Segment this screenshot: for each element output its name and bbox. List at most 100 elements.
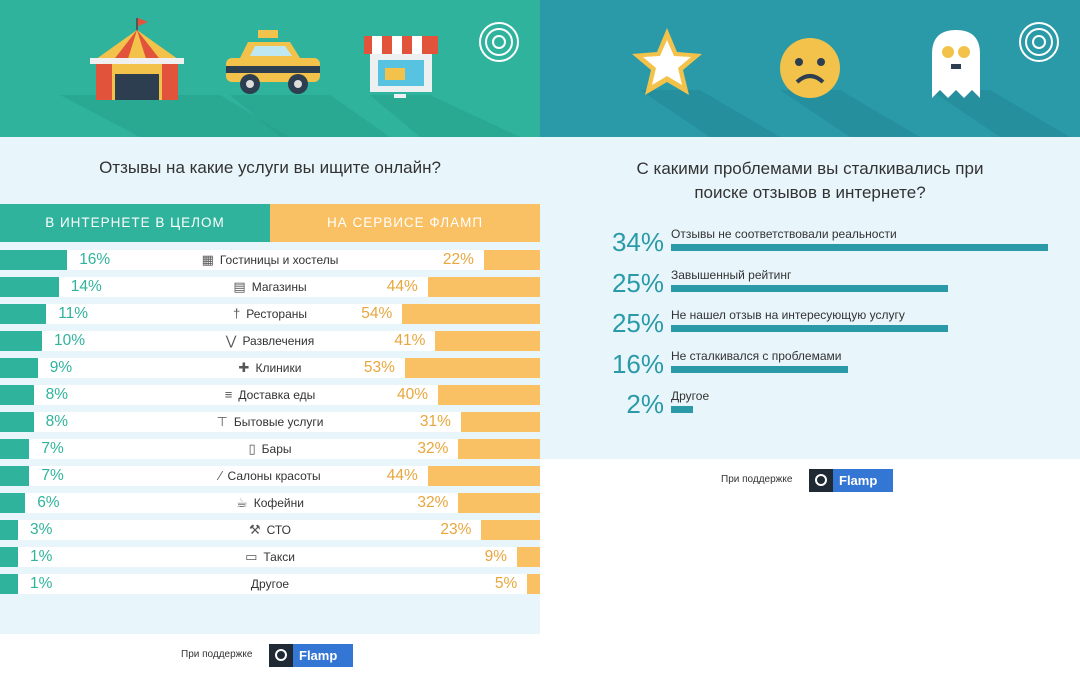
ghost-icon — [932, 30, 980, 98]
value-label-internet: 3% — [30, 521, 53, 538]
category-text: Развлечения — [242, 334, 315, 348]
problem-bar — [671, 406, 694, 413]
problem-label: Другое — [671, 389, 710, 403]
chart-row: 14% 44% ▤ Магазины — [0, 277, 540, 297]
bar-internet — [0, 358, 38, 378]
category-label: ☕ Кофейни — [165, 493, 375, 513]
flamp-logo[interactable]: Flamp — [269, 644, 353, 667]
value-label-internet: 14% — [70, 278, 102, 295]
value-label-internet: 7% — [41, 467, 64, 484]
bar-internet — [0, 385, 34, 405]
left-panel: Отзывы на какие услуги вы ищите онлайн? … — [0, 0, 540, 667]
value-label-internet: 10% — [54, 332, 86, 349]
flamp-logo-icon — [809, 469, 833, 492]
store-icon: ▤ — [233, 279, 246, 294]
category-label: ⋁ Развлечения — [165, 331, 375, 351]
category-label: ✚ Клиники — [165, 358, 375, 378]
target-icon — [479, 22, 519, 62]
medical-cross-icon: ✚ — [238, 360, 250, 375]
bar-flamp — [481, 520, 540, 540]
bar-internet — [0, 547, 18, 567]
sad-face-icon — [780, 38, 840, 98]
problem-label: Не нашел отзыв на интересующую услугу — [671, 308, 905, 322]
target-icon — [1019, 22, 1059, 62]
chart-row: 11% 54% † Рестораны — [0, 304, 540, 324]
chart-row: 10% 41% ⋁ Развлечения — [0, 331, 540, 351]
chart-row: 8% 40% ≡ Доставка еды — [0, 385, 540, 405]
bar-internet — [0, 466, 30, 486]
chart-row: 9% 53% ✚ Клиники — [0, 358, 540, 378]
bar-flamp — [460, 412, 540, 432]
shop-icon — [364, 36, 438, 98]
flamp-logo-icon — [269, 644, 293, 667]
right-question: С какими проблемами вы сталкивались при … — [540, 157, 1080, 205]
problem-row: 25% Не нашел отзыв на интересующую услугу — [540, 308, 1080, 348]
value-label-internet: 8% — [45, 386, 68, 403]
problem-row: 2% Другое — [540, 389, 1080, 429]
right-question-line2: поиске отзывов в интернете? — [694, 183, 926, 202]
chart-row: 1% 9% ▭ Такси — [0, 547, 540, 567]
bar-flamp — [458, 439, 540, 459]
support-text: При поддержке — [181, 649, 253, 660]
category-label: † Рестораны — [165, 304, 375, 324]
category-text: Гостиницы и хостелы — [219, 253, 339, 267]
bar-flamp — [402, 304, 540, 324]
star-icon — [632, 28, 702, 95]
comb-icon: ∕ — [219, 468, 222, 483]
value-label-internet: 9% — [49, 359, 73, 376]
chart-row: 7% 44% ∕ Салоны красоты — [0, 466, 540, 486]
tab-general-internet: В ИНТЕРНЕТЕ В ЦЕЛОМ — [0, 204, 270, 242]
category-text: Такси — [263, 550, 295, 564]
bar-flamp — [427, 277, 540, 297]
bar-internet — [0, 331, 42, 351]
flamp-logo-text: Flamp — [299, 648, 338, 663]
bar-flamp — [438, 385, 540, 405]
chart-row: 1% 5% Другое — [0, 574, 540, 594]
taxi-icon — [226, 30, 320, 94]
car-icon: ▭ — [245, 549, 258, 564]
problem-bar — [671, 325, 949, 332]
value-label-flamp: 32% — [417, 440, 449, 457]
bar-internet — [0, 439, 30, 459]
bar-internet — [0, 574, 18, 594]
bar-internet — [0, 250, 68, 270]
value-label-flamp: 41% — [394, 332, 426, 349]
value-label-flamp: 44% — [386, 278, 418, 295]
flamp-logo[interactable]: Flamp — [809, 469, 893, 492]
value-label-flamp: 32% — [417, 494, 449, 511]
problem-row: 16% Не сталкивался с проблемами — [540, 349, 1080, 389]
problem-bar — [671, 365, 849, 373]
category-label: ⊤ Бытовые услуги — [165, 412, 375, 432]
problem-bar — [671, 284, 949, 292]
chart-row: 16% 22% ▦ Гостиницы и хостелы — [0, 250, 540, 270]
bar-flamp — [517, 547, 540, 567]
category-text: Магазины — [251, 280, 307, 294]
value-label-flamp: 44% — [386, 467, 418, 484]
wrench-icon: ⚒ — [248, 522, 261, 537]
tab-flamp-service: НА СЕРВИСЕ ФЛАМП — [270, 204, 540, 242]
value-label-flamp: 5% — [494, 575, 518, 592]
problem-percent: 25% — [611, 308, 664, 338]
category-label: ∕ Салоны красоты — [165, 466, 375, 486]
cocktail-icon: ⋁ — [225, 333, 237, 348]
category-label: ▤ Магазины — [165, 277, 375, 297]
value-label-flamp: 54% — [361, 305, 393, 322]
chart-row: 8% 31% ⊤ Бытовые услуги — [0, 412, 540, 432]
value-label-flamp: 31% — [419, 413, 451, 430]
cutlery-icon: † — [232, 306, 241, 321]
chart-row: 6% 32% ☕ Кофейни — [0, 493, 540, 513]
category-text: Рестораны — [246, 307, 308, 321]
problem-label: Отзывы не соответствовали реальности — [671, 227, 897, 241]
bar-flamp — [404, 358, 540, 378]
category-label: ▭ Такси — [165, 547, 375, 567]
category-text: Кофейни — [253, 496, 304, 510]
category-text: Клиники — [255, 361, 302, 375]
category-label: ⚒ СТО — [165, 520, 375, 540]
chart-row: 7% 32% ▯ Бары — [0, 439, 540, 459]
category-text: Салоны красоты — [227, 469, 321, 483]
value-label-flamp: 9% — [484, 548, 508, 565]
burger-icon: ≡ — [224, 387, 233, 402]
right-panel: С какими проблемами вы сталкивались при … — [540, 0, 1080, 676]
bar-internet — [0, 412, 34, 432]
value-label-internet: 1% — [30, 575, 53, 592]
